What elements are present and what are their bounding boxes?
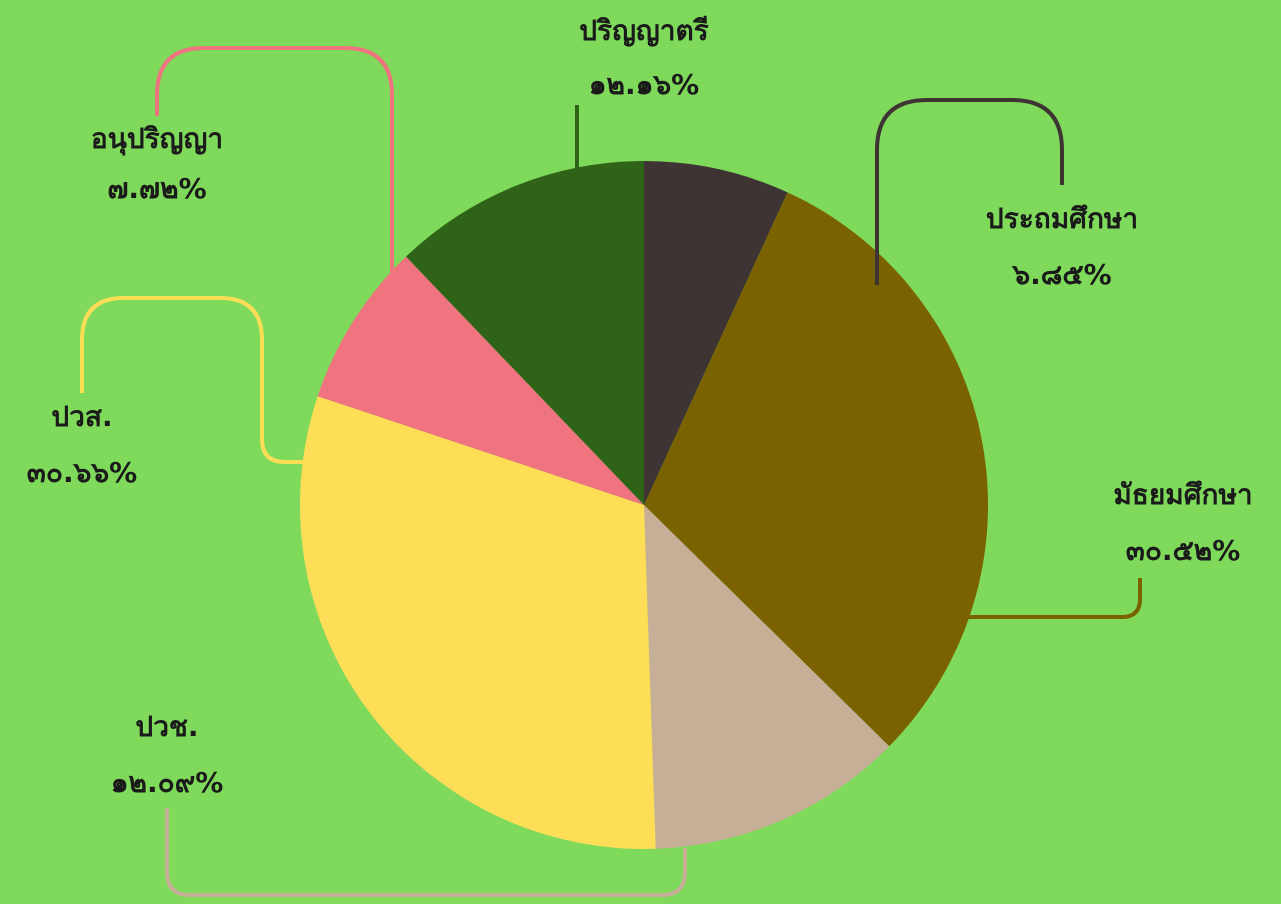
leader-line xyxy=(155,46,394,272)
pie-slice xyxy=(406,161,644,505)
pie xyxy=(300,161,988,849)
slice-label: มัธยมศึกษา xyxy=(1113,478,1252,511)
slice-label: ปริญญาตรี xyxy=(579,14,708,47)
pie-slice xyxy=(300,396,656,849)
pie-slice xyxy=(644,192,988,747)
pie-slice xyxy=(317,256,644,505)
value-label: ๑๒.๑๖% xyxy=(589,68,699,101)
value-label: ๓๐.๖๖% xyxy=(27,456,137,489)
slice-label: ปวส. xyxy=(51,400,112,433)
pie-slice xyxy=(644,161,788,505)
slice-label: ประถมศึกษา xyxy=(986,202,1138,235)
value-label: ๑๒.๐๙% xyxy=(111,766,224,799)
value-label: ๗.๗๒% xyxy=(107,172,206,205)
value-label: ๓๐.๕๒% xyxy=(1126,534,1241,567)
slice-label: อนุปริญญา xyxy=(91,122,223,156)
slice-label: ปวช. xyxy=(135,710,198,743)
leader-line xyxy=(80,296,303,464)
leader-line xyxy=(875,98,1064,285)
pie-slice xyxy=(644,505,890,849)
leader-line xyxy=(968,578,1142,619)
leader-line xyxy=(165,808,687,897)
value-label: ๖.๘๕% xyxy=(1011,258,1111,291)
